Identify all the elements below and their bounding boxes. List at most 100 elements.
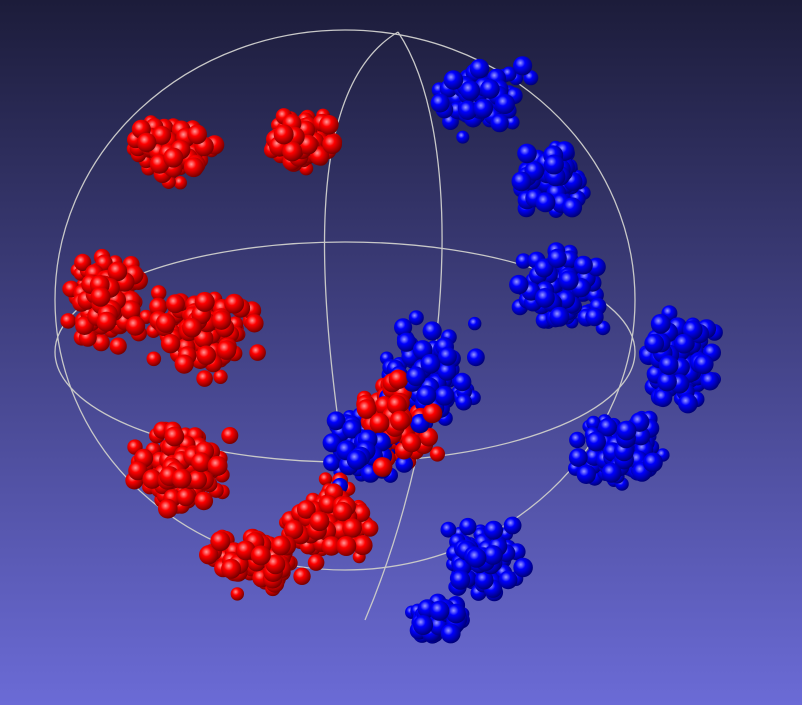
- red-point: [270, 535, 291, 556]
- red-point: [309, 511, 330, 532]
- red-point: [60, 313, 76, 329]
- blue-point: [568, 448, 588, 467]
- red-point: [369, 412, 390, 433]
- red-point: [319, 495, 338, 514]
- red-point: [224, 293, 245, 314]
- blue-point: [453, 372, 472, 392]
- red-point: [158, 498, 178, 519]
- blue-point: [653, 388, 673, 408]
- red-point: [120, 300, 141, 320]
- red-point: [319, 115, 339, 135]
- blue-point: [513, 56, 533, 76]
- red-point: [194, 291, 215, 312]
- red-point: [401, 433, 422, 453]
- blue-point: [586, 431, 606, 452]
- red-point: [187, 124, 207, 145]
- red-point: [164, 426, 185, 447]
- red-point: [176, 487, 195, 507]
- red-point: [160, 334, 181, 354]
- red-point: [152, 125, 172, 145]
- blue-point: [430, 93, 450, 113]
- blue-point: [466, 548, 487, 568]
- blue-point: [644, 333, 665, 354]
- blue-point: [674, 333, 694, 354]
- blue-point: [535, 288, 555, 308]
- blue-point: [562, 197, 583, 218]
- blue-point: [569, 431, 586, 449]
- red-point: [273, 124, 294, 145]
- red-point: [356, 399, 377, 419]
- blue-point: [483, 545, 503, 565]
- red-point: [216, 340, 237, 360]
- blue-point: [650, 313, 671, 334]
- blue-point: [406, 366, 426, 387]
- red-point: [372, 457, 393, 477]
- blue-point: [437, 362, 457, 381]
- blue-point: [326, 411, 346, 431]
- red-point: [296, 500, 316, 519]
- blue-point: [484, 520, 504, 540]
- red-point: [191, 452, 212, 473]
- red-point: [210, 531, 231, 552]
- red-point: [142, 469, 162, 489]
- red-point: [183, 157, 204, 178]
- red-point: [250, 545, 271, 566]
- blue-point: [395, 455, 414, 473]
- trackball-ring-outer[interactable]: [54, 29, 636, 571]
- blue-point: [515, 253, 532, 269]
- red-point: [136, 132, 157, 153]
- red-point: [386, 394, 407, 415]
- blue-point: [616, 420, 637, 441]
- red-point: [230, 587, 244, 601]
- blue-point: [576, 464, 596, 484]
- blue-point: [467, 348, 485, 367]
- red-point: [321, 536, 342, 556]
- red-point: [194, 491, 214, 511]
- blue-point: [498, 570, 518, 590]
- blue-point: [549, 306, 570, 327]
- blue-point: [323, 454, 341, 472]
- red-point: [388, 369, 409, 390]
- red-point: [90, 286, 111, 307]
- trackball-ring-vertical[interactable]: [364, 31, 443, 621]
- blue-point: [517, 143, 537, 164]
- blue-point: [422, 321, 442, 341]
- red-point: [125, 316, 146, 336]
- red-point: [284, 519, 304, 540]
- red-point: [199, 545, 219, 565]
- blue-point: [455, 393, 473, 411]
- red-point: [249, 344, 266, 361]
- blue-point: [416, 385, 437, 406]
- blue-point: [700, 371, 720, 391]
- blue-point: [408, 310, 424, 326]
- red-point: [173, 176, 187, 190]
- blue-point: [535, 192, 556, 213]
- red-point: [361, 519, 379, 537]
- blue-point: [446, 603, 466, 624]
- blue-point: [450, 569, 471, 590]
- red-point: [245, 314, 264, 333]
- red-point: [352, 535, 373, 556]
- red-point: [109, 337, 127, 355]
- blue-point: [543, 154, 564, 175]
- red-point: [182, 317, 202, 338]
- red-point: [213, 369, 228, 384]
- red-point: [282, 141, 303, 162]
- red-point: [171, 468, 192, 489]
- blue-point: [458, 100, 478, 121]
- red-point: [293, 567, 311, 585]
- red-point: [322, 134, 342, 155]
- red-point: [336, 536, 357, 556]
- blue-point: [657, 371, 677, 392]
- red-point: [318, 472, 333, 486]
- red-point: [107, 261, 128, 282]
- red-point: [174, 354, 194, 374]
- blue-point: [598, 417, 617, 437]
- red-point: [165, 294, 185, 314]
- blue-point: [586, 415, 601, 431]
- trackball-ring-side[interactable]: [323, 31, 399, 471]
- blue-point: [547, 248, 567, 268]
- red-point: [155, 313, 176, 333]
